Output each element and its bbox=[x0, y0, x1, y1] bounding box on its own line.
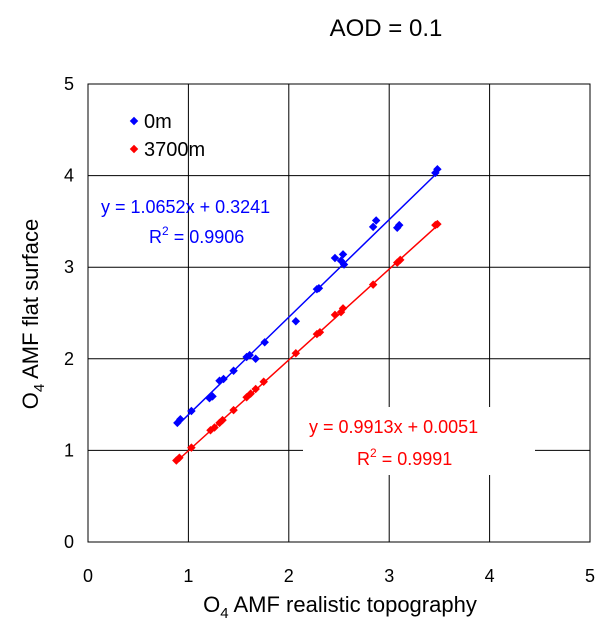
y-tick-label: 2 bbox=[64, 349, 74, 369]
y-tick-label: 4 bbox=[64, 166, 74, 186]
trendline-equation-3700m: y = 0.9913x + 0.0051 R2 = 0.9991 bbox=[303, 407, 535, 475]
plot-area bbox=[87, 83, 591, 543]
data-points bbox=[172, 164, 442, 465]
trendline-equation-0m: y = 1.0652x + 0.3241 R2 = 0.9906 bbox=[101, 197, 270, 247]
legend-label-0m: 0m bbox=[144, 111, 172, 133]
tick-labels: 0 1 2 3 4 5 0 1 2 3 4 5 bbox=[64, 74, 595, 586]
data-point-3700m bbox=[368, 280, 378, 289]
data-point-0m bbox=[260, 338, 269, 347]
x-tick-label: 2 bbox=[284, 566, 294, 586]
data-point-3700m bbox=[315, 327, 325, 337]
r-squared-0m-value: = 0.9906 bbox=[169, 227, 245, 247]
data-point-3700m bbox=[229, 405, 238, 415]
y-tick-label: 5 bbox=[64, 74, 74, 94]
y-axis-label: O4 AMF flat surface bbox=[18, 219, 48, 410]
data-point-0m bbox=[433, 164, 442, 174]
x-tick-label: 5 bbox=[585, 566, 595, 586]
y-axis-label-rest: AMF flat surface bbox=[18, 219, 43, 384]
legend-label-3700m: 3700m bbox=[144, 139, 205, 161]
data-point-0m bbox=[187, 406, 196, 416]
data-point-0m bbox=[251, 354, 260, 364]
legend-marker-0m bbox=[129, 116, 139, 126]
y-tick-label: 3 bbox=[64, 257, 74, 277]
equation-3700m: y = 0.9913x + 0.0051 bbox=[309, 417, 478, 437]
y-axis-label-sub: 4 bbox=[31, 384, 48, 392]
data-point-0m bbox=[229, 366, 238, 375]
data-point-3700m bbox=[187, 443, 196, 452]
x-axis-label: O4 AMF realistic topography bbox=[203, 592, 477, 622]
legend-entry-3700m: 3700m bbox=[129, 139, 205, 161]
x-tick-label: 0 bbox=[83, 566, 93, 586]
chart-title: AOD = 0.1 bbox=[330, 15, 443, 42]
equation-0m: y = 1.0652x + 0.3241 bbox=[101, 197, 270, 217]
data-point-0m bbox=[314, 284, 324, 293]
data-point-3700m bbox=[330, 310, 340, 320]
r-squared-3700m-label: R bbox=[357, 449, 370, 469]
y-tick-label: 1 bbox=[64, 440, 74, 460]
x-tick-label: 4 bbox=[485, 566, 495, 586]
data-point-3700m bbox=[338, 304, 348, 313]
data-point-3700m bbox=[175, 453, 184, 462]
data-point-0m bbox=[368, 222, 378, 232]
data-point-3700m bbox=[246, 389, 255, 398]
x-axis-label-base: O bbox=[203, 592, 220, 617]
y-tick-label: 0 bbox=[64, 532, 74, 552]
data-point-0m bbox=[245, 350, 254, 360]
data-point-3700m bbox=[218, 415, 227, 425]
data-point-0m bbox=[338, 250, 348, 259]
y-axis-label-base: O bbox=[18, 392, 43, 409]
legend-entry-0m: 0m bbox=[129, 111, 172, 133]
data-point-3700m bbox=[396, 255, 405, 265]
data-point-0m bbox=[339, 260, 349, 269]
data-point-3700m bbox=[210, 423, 219, 432]
data-point-0m bbox=[371, 216, 381, 225]
data-point-0m bbox=[208, 392, 217, 401]
x-tick-label: 3 bbox=[384, 566, 394, 586]
r-squared-3700m-value: = 0.9991 bbox=[377, 449, 453, 469]
data-point-3700m bbox=[251, 384, 260, 394]
legend-marker-3700m bbox=[129, 144, 139, 154]
data-point-0m bbox=[219, 374, 228, 384]
x-tick-label: 1 bbox=[183, 566, 193, 586]
r-squared-3700m: R2 = 0.9991 bbox=[357, 446, 452, 469]
data-point-3700m bbox=[433, 219, 442, 229]
data-point-3700m bbox=[259, 377, 268, 386]
data-point-0m bbox=[291, 317, 301, 326]
data-point-0m bbox=[394, 220, 404, 230]
r-squared-0m: R2 = 0.9906 bbox=[149, 224, 244, 247]
x-axis-label-rest: AMF realistic topography bbox=[229, 592, 477, 617]
legend: 0m 3700m bbox=[129, 111, 205, 161]
x-axis-label-sub: 4 bbox=[220, 605, 228, 622]
r-squared-0m-label: R bbox=[149, 227, 162, 247]
r-squared-3700m-sup: 2 bbox=[370, 446, 377, 460]
r-squared-0m-sup: 2 bbox=[162, 224, 169, 238]
data-point-0m bbox=[176, 415, 185, 424]
equation-3700m-box bbox=[303, 407, 535, 475]
data-point-3700m bbox=[291, 349, 301, 358]
